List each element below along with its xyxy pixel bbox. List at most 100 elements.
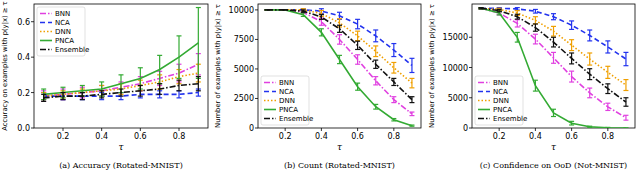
error-cap <box>337 63 342 64</box>
error-cap <box>355 19 360 20</box>
error-cap <box>391 78 396 79</box>
error-bar <box>497 8 502 9</box>
error-stem <box>393 78 394 85</box>
x-tick-label: 0.2 <box>279 132 292 141</box>
error-cap <box>80 92 85 93</box>
error-cap <box>551 26 556 27</box>
error-cap <box>587 97 592 98</box>
error-cap <box>337 44 342 45</box>
error-cap <box>283 9 288 10</box>
error-bar <box>587 126 592 127</box>
legend-label: DNN <box>55 28 71 36</box>
error-cap <box>479 7 484 8</box>
series-line <box>267 10 412 66</box>
error-cap <box>587 52 592 53</box>
x-tick <box>179 128 180 131</box>
series-line <box>267 10 412 114</box>
error-cap <box>587 40 592 41</box>
error-bar <box>355 19 360 28</box>
error-cap <box>391 102 396 103</box>
error-cap <box>138 67 143 68</box>
error-cap <box>373 59 378 60</box>
error-stem <box>339 35 340 44</box>
y-tick <box>469 97 472 98</box>
error-cap <box>319 28 324 29</box>
error-stem <box>375 46 376 57</box>
error-bar <box>138 68 143 89</box>
error-stem <box>411 97 412 103</box>
error-stem <box>553 14 554 20</box>
legend-swatch <box>40 40 52 42</box>
error-cap <box>623 127 628 128</box>
error-bar <box>138 85 143 96</box>
error-cap <box>587 126 592 127</box>
error-bar <box>569 71 574 82</box>
error-cap <box>515 19 520 20</box>
error-cap <box>623 127 628 128</box>
x-axis-label: τ <box>337 142 343 152</box>
x-tick-label: 0.8 <box>387 132 400 141</box>
error-cap <box>551 116 556 117</box>
error-bar <box>605 41 610 53</box>
x-tick-label: 0.6 <box>351 132 364 141</box>
error-stem <box>589 30 590 41</box>
error-bar <box>623 98 628 106</box>
error-bar <box>533 17 538 24</box>
error-cap <box>605 103 610 104</box>
error-cap <box>409 78 414 79</box>
error-stem <box>625 52 626 65</box>
error-bar <box>533 24 538 31</box>
y-tick-label: 5000 <box>448 94 468 103</box>
error-stem <box>553 52 554 63</box>
error-cap <box>409 102 414 103</box>
error-bar <box>355 31 360 40</box>
error-cap <box>409 115 414 116</box>
legend-label: DNN <box>279 97 295 105</box>
plot-frame <box>258 4 421 128</box>
error-cap <box>623 115 628 116</box>
error-bar <box>157 55 162 83</box>
error-cap <box>373 56 378 57</box>
error-stem <box>375 30 376 42</box>
legend-label: Ensemble <box>55 46 89 54</box>
error-stem <box>357 41 358 49</box>
error-stem <box>357 31 358 40</box>
error-bar <box>337 55 342 63</box>
error-cap <box>569 124 574 125</box>
error-bar <box>157 84 162 95</box>
error-bar <box>373 46 378 57</box>
error-bar <box>119 89 124 96</box>
error-cap <box>265 9 270 10</box>
legend-swatch <box>478 109 490 111</box>
error-cap <box>587 79 592 80</box>
plot-frame <box>34 4 208 128</box>
error-stem <box>82 93 83 100</box>
error-bar <box>265 9 270 10</box>
error-stem <box>393 62 394 73</box>
error-stem <box>357 55 358 64</box>
error-bar <box>265 9 270 10</box>
plot-frame <box>472 4 635 128</box>
error-cap <box>355 90 360 91</box>
error-cap <box>515 32 520 33</box>
y-tick <box>469 67 472 68</box>
legend-label: PNCA <box>493 106 512 114</box>
legend: BNNNCADNNPNCAEnsemble <box>37 7 89 56</box>
error-bar <box>409 112 414 116</box>
error-bar <box>337 12 342 19</box>
error-cap <box>355 54 360 55</box>
error-cap <box>265 9 270 10</box>
error-cap <box>551 109 556 110</box>
x-tick-label: 0.4 <box>315 132 328 141</box>
error-bar <box>283 9 288 10</box>
error-bar <box>479 8 484 9</box>
error-cap <box>355 31 360 32</box>
error-cap <box>373 76 378 77</box>
x-tick-label: 0.6 <box>134 132 147 141</box>
error-cap <box>283 9 288 10</box>
legend-label: NCA <box>493 88 508 96</box>
error-cap <box>479 7 484 8</box>
error-cap <box>533 80 538 81</box>
error-bar <box>533 80 538 91</box>
legend-label: NCA <box>55 19 70 27</box>
